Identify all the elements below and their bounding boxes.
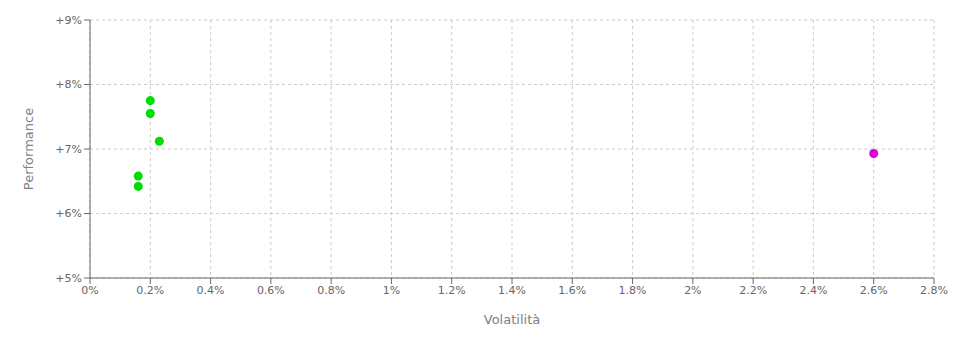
svg-text:0.8%: 0.8% [317, 284, 345, 297]
svg-text:0.4%: 0.4% [197, 284, 225, 297]
svg-text:+6%: +6% [55, 207, 82, 220]
svg-text:0.6%: 0.6% [257, 284, 285, 297]
svg-text:2.8%: 2.8% [920, 284, 948, 297]
svg-text:+8%: +8% [55, 78, 82, 91]
svg-text:1%: 1% [383, 284, 400, 297]
svg-text:1.6%: 1.6% [558, 284, 586, 297]
svg-text:2%: 2% [684, 284, 701, 297]
svg-text:1.2%: 1.2% [438, 284, 466, 297]
svg-text:1.8%: 1.8% [619, 284, 647, 297]
svg-text:2.4%: 2.4% [799, 284, 827, 297]
svg-text:2.2%: 2.2% [739, 284, 767, 297]
svg-text:+9%: +9% [55, 14, 82, 27]
svg-text:0.2%: 0.2% [136, 284, 164, 297]
svg-text:0%: 0% [81, 284, 98, 297]
svg-text:2.6%: 2.6% [860, 284, 888, 297]
svg-text:Performance: Performance [21, 108, 36, 190]
svg-text:+5%: +5% [55, 272, 82, 285]
svg-text:1.4%: 1.4% [498, 284, 526, 297]
svg-text:+7%: +7% [55, 143, 82, 156]
svg-text:Volatilità: Volatilità [484, 312, 540, 327]
